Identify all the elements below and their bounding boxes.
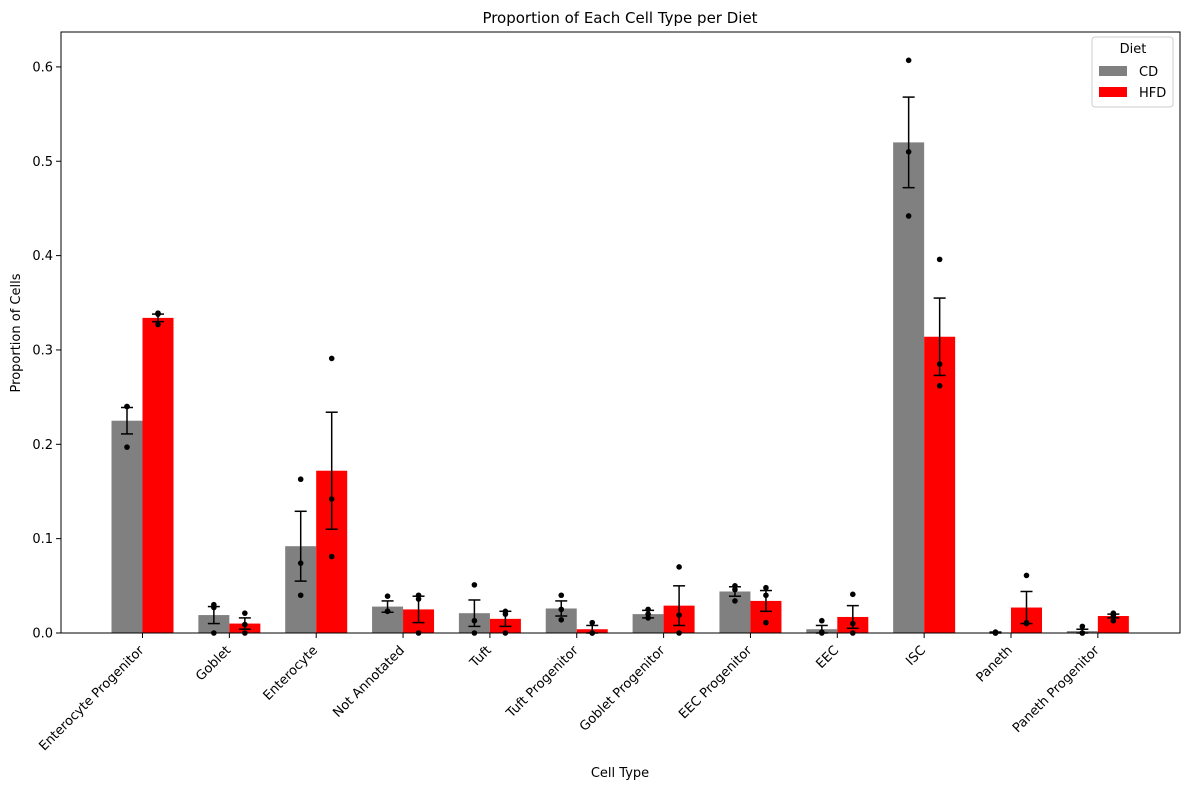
- point-hfd-3-1: [415, 596, 422, 602]
- y-tick-label-1: 0.1: [32, 532, 53, 547]
- point-hfd-9-2: [936, 383, 943, 389]
- point-cd-9-0: [905, 57, 912, 64]
- legend-label-cd: CD: [1139, 65, 1158, 80]
- legend-swatch-cd: [1099, 66, 1127, 76]
- x-tick-label-8: EEC: [813, 643, 842, 672]
- bar-cd-7: [719, 591, 751, 633]
- y-tick-label-5: 0.5: [32, 155, 53, 170]
- x-tick-label-7: EEC Progenitor: [676, 643, 755, 722]
- chart-title: Proportion of Each Cell Type per Diet: [482, 9, 757, 27]
- point-hfd-5-0: [589, 619, 596, 626]
- point-hfd-2-1: [328, 496, 335, 502]
- point-hfd-10-0: [1023, 572, 1030, 579]
- point-cd-3-2: [384, 608, 391, 615]
- point-cd-6-0: [645, 606, 651, 613]
- point-cd-4-0: [471, 582, 478, 588]
- point-cd-11-0: [1079, 623, 1086, 630]
- point-cd-7-1: [732, 586, 738, 593]
- bar-hfd-11: [1097, 616, 1129, 633]
- point-hfd-2-2: [328, 553, 335, 560]
- legend-title: Diet: [1120, 42, 1147, 57]
- point-hfd-2-0: [328, 355, 335, 362]
- point-cd-4-1: [471, 617, 478, 624]
- point-hfd-4-1: [502, 611, 509, 617]
- point-cd-5-2: [558, 616, 565, 623]
- legend-swatch-hfd: [1099, 87, 1127, 97]
- x-tick-label-1: Goblet: [193, 643, 234, 684]
- point-cd-6-2: [645, 615, 651, 621]
- point-hfd-8-1: [850, 620, 856, 627]
- point-cd-8-0: [819, 617, 825, 624]
- y-tick-label-0: 0.0: [32, 627, 53, 642]
- point-hfd-6-0: [676, 564, 682, 570]
- point-cd-0-2: [124, 444, 130, 450]
- point-cd-2-2: [297, 592, 304, 599]
- error-bars-layer: [121, 96, 1120, 634]
- point-cd-2-0: [297, 476, 304, 483]
- point-hfd-0-1: [155, 311, 161, 317]
- plot-frame: [60, 31, 1181, 634]
- point-hfd-1-1: [242, 621, 248, 628]
- y-axis-title: Proportion of Cells: [9, 273, 24, 392]
- y-tick-label-6: 0.6: [32, 60, 53, 75]
- point-cd-7-2: [732, 598, 738, 604]
- point-cd-0-1: [124, 403, 130, 410]
- point-cd-1-1: [211, 604, 217, 611]
- y-tick-label-3: 0.3: [32, 343, 53, 358]
- x-tick-label-0: Enterocyte Progenitor: [36, 643, 147, 754]
- bar-cd-9: [893, 142, 925, 633]
- point-hfd-7-1: [763, 592, 769, 599]
- x-axis-title: Cell Type: [591, 766, 649, 781]
- bars-layer: [111, 142, 1129, 633]
- point-cd-9-2: [905, 213, 912, 219]
- bar-cd-0: [111, 420, 143, 633]
- bar-hfd-9: [924, 336, 956, 633]
- y-tick-label-4: 0.4: [32, 249, 53, 264]
- x-tick-label-6: Goblet Progenitor: [577, 643, 669, 735]
- x-tick-label-5: Tuft Progenitor: [503, 643, 582, 722]
- legend: Diet CD HFD: [1091, 36, 1174, 108]
- point-hfd-0-2: [155, 321, 161, 328]
- point-hfd-9-0: [936, 256, 943, 263]
- point-hfd-9-1: [936, 361, 943, 367]
- point-cd-2-1: [297, 560, 304, 566]
- point-hfd-11-1: [1110, 613, 1117, 619]
- point-cd-5-1: [558, 606, 565, 613]
- x-axis: Enterocyte Progenitor Goblet Enterocyte Not…: [36, 633, 1103, 754]
- y-tick-label-2: 0.2: [32, 438, 53, 453]
- point-cd-9-1: [905, 149, 912, 155]
- point-hfd-8-0: [850, 591, 856, 598]
- x-tick-label-4: Tuft: [467, 643, 495, 671]
- bar-cd-6: [632, 614, 664, 633]
- x-tick-label-10: Paneth: [974, 643, 1016, 685]
- point-hfd-10-2: [1023, 620, 1030, 627]
- point-hfd-7-2: [763, 619, 769, 626]
- bar-hfd-0: [142, 317, 174, 633]
- points-layer: [124, 57, 1117, 636]
- x-tick-label-9: ISC: [903, 643, 929, 669]
- x-tick-label-2: Enterocyte: [261, 643, 321, 703]
- point-cd-5-0: [558, 592, 565, 599]
- point-hfd-11-2: [1110, 617, 1117, 624]
- x-tick-label-11: Paneth Progenitor: [1010, 643, 1103, 736]
- x-tick-label-3: Not Annotated: [330, 643, 408, 721]
- legend-label-hfd: HFD: [1139, 86, 1166, 101]
- y-axis: 0.0 0.1 0.2 0.3 0.4 0.5 0.6: [32, 60, 61, 642]
- point-hfd-6-1: [676, 612, 682, 618]
- point-cd-3-0: [384, 593, 391, 600]
- point-hfd-1-0: [242, 610, 248, 616]
- point-hfd-7-0: [763, 584, 769, 591]
